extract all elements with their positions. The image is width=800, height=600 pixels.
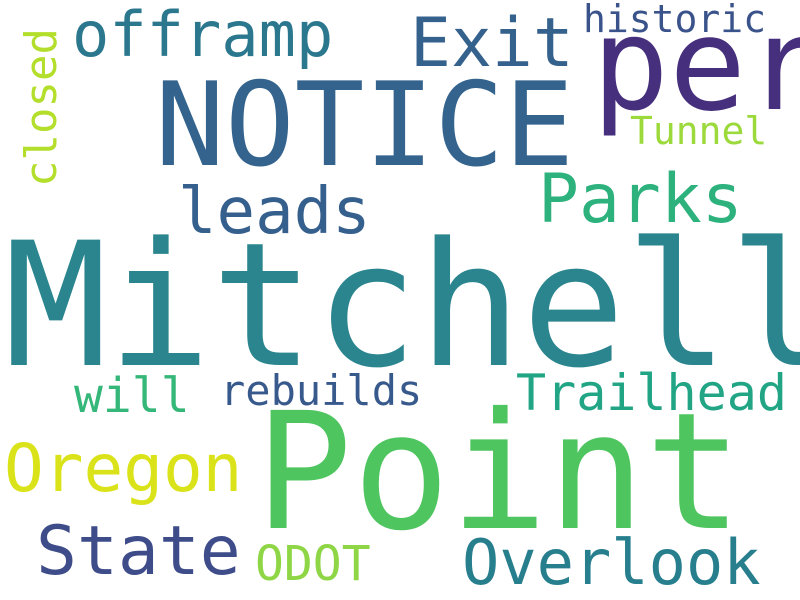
word-parks: Parks — [538, 160, 743, 239]
word-exit: Exit — [410, 4, 574, 83]
word-notice: NOTICE — [155, 58, 575, 193]
word-offramp: offramp — [72, 0, 334, 71]
word-historic: historic — [583, 0, 767, 41]
word-rebuilds: rebuilds — [220, 366, 423, 415]
word-mitchell: Mitchell — [4, 205, 800, 406]
word-closed: closed — [16, 28, 67, 187]
word-odot: ODOT — [255, 536, 371, 592]
word-oregon: Oregon — [4, 430, 243, 507]
word-per: per — [592, 0, 800, 140]
word-trailhead: Trailhead — [516, 364, 787, 422]
word-leads: leads — [178, 175, 371, 249]
word-tunnel: Tunnel — [630, 109, 768, 153]
word-overlook: Overlook — [462, 526, 761, 599]
word-will: will — [74, 368, 190, 424]
word-state: State — [36, 512, 241, 591]
word-point: Point — [255, 379, 743, 567]
